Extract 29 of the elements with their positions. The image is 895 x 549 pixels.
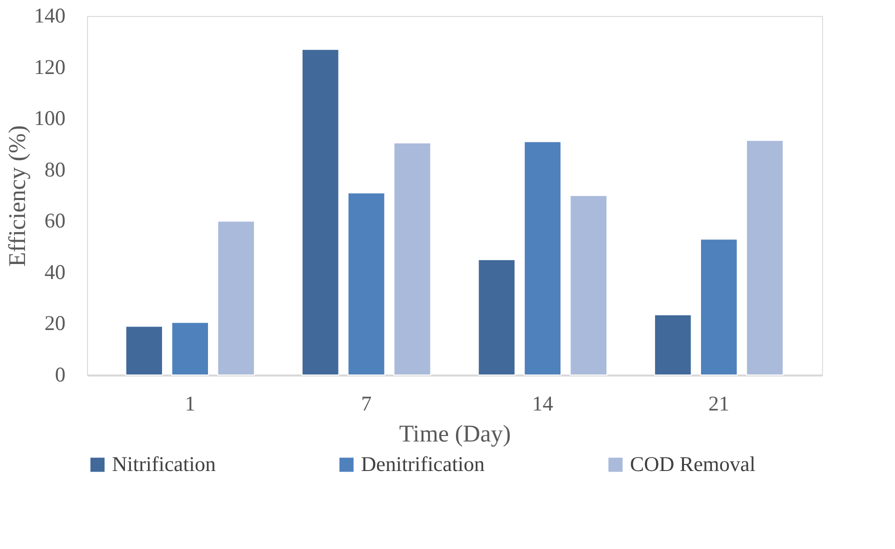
bar — [570, 195, 608, 376]
bar — [654, 314, 692, 376]
legend-label: Denitrification — [361, 452, 486, 476]
bar — [393, 142, 432, 376]
bar — [125, 326, 164, 376]
y-tick-label: 0 — [55, 362, 66, 386]
bar — [217, 220, 255, 376]
x-tick-label: 7 — [361, 392, 372, 416]
bar — [700, 238, 738, 376]
y-tick-label: 40 — [44, 260, 66, 284]
bar — [478, 259, 516, 376]
y-tick-label: 120 — [34, 54, 66, 79]
x-tick-label: 21 — [708, 392, 730, 416]
legend-label: COD Removal — [630, 452, 756, 476]
bar — [347, 192, 386, 376]
y-tick-label: 20 — [44, 311, 66, 336]
bar — [746, 140, 784, 376]
y-axis-title: Efficiency (%) — [5, 125, 31, 267]
y-tick-label: 100 — [34, 106, 66, 130]
x-tick-label: 1 — [184, 392, 196, 416]
y-tick-label: 140 — [34, 4, 66, 28]
bar — [524, 141, 562, 376]
x-axis-title: Time (Day) — [399, 422, 511, 448]
x-tick-label: 14 — [532, 392, 554, 416]
y-tick-label: 80 — [44, 157, 66, 182]
legend-label: Nitrification — [112, 452, 216, 476]
bar — [171, 322, 209, 376]
bar — [302, 48, 340, 376]
y-tick-label: 60 — [44, 208, 66, 233]
